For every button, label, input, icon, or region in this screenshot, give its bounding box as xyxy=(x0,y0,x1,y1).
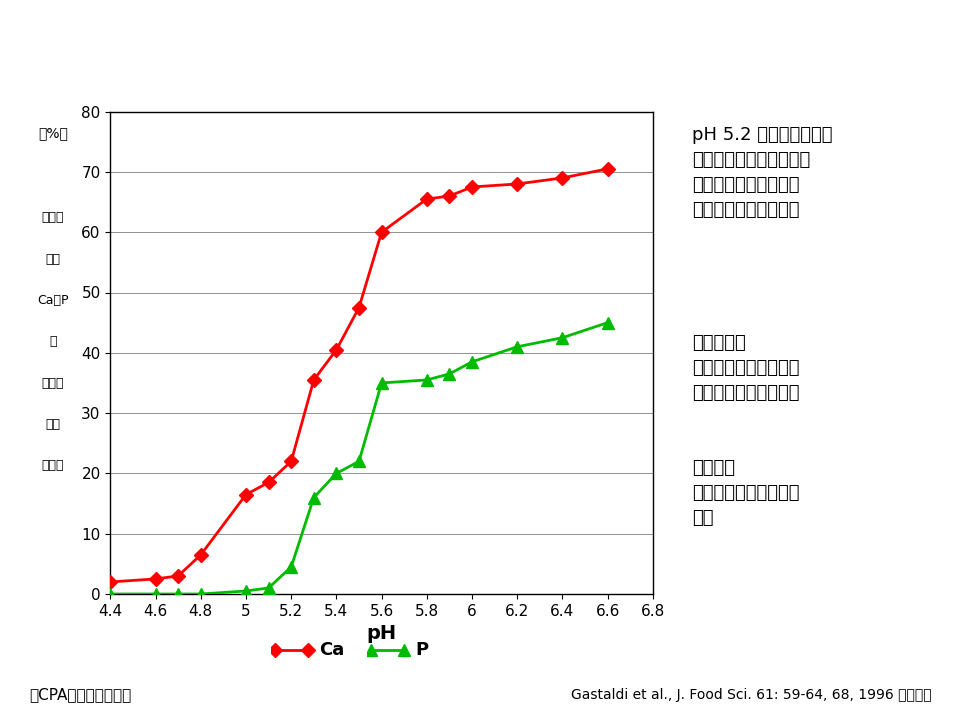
Text: （%）: （%） xyxy=(37,126,68,140)
Text: Ca: Ca xyxy=(320,641,345,659)
Text: CaとP: CaとP xyxy=(37,294,68,307)
Text: pH 5.2 付近でカゼイン
ミセル中のコロイド状り
ん酸カルシウムはほぼ
ミセルから遊離する。: pH 5.2 付近でカゼイン ミセル中のコロイド状り ん酸カルシウムはほぼ ミセ… xyxy=(692,126,832,219)
Text: pH変化に伴うカゼインミセル中のCaとP含量: pH変化に伴うカゼインミセル中のCaとP含量 xyxy=(229,24,731,58)
Text: の: の xyxy=(49,336,57,348)
Text: その結果、
温湯中でカードを練る
と伸びる性質を示す。: その結果、 温湯中でカードを練る と伸びる性質を示す。 xyxy=(692,333,800,402)
Text: ミセル: ミセル xyxy=(41,211,64,224)
Text: （CPAより転載許可）: （CPAより転載許可） xyxy=(29,687,132,702)
Text: Gastaldi et al., J. Food Sci. 61: 59-64, 68, 1996 より作図: Gastaldi et al., J. Food Sci. 61: 59-64,… xyxy=(570,688,931,702)
X-axis label: pH: pH xyxy=(367,624,396,643)
Text: P: P xyxy=(416,641,429,659)
Text: の遊離: の遊離 xyxy=(41,459,64,472)
Text: 中の: 中の xyxy=(45,253,60,266)
Text: ミセル: ミセル xyxy=(41,377,64,390)
Text: なぜか。
詳しい理由は未だに不
明。: なぜか。 詳しい理由は未だに不 明。 xyxy=(692,459,800,527)
Text: から: から xyxy=(45,418,60,431)
